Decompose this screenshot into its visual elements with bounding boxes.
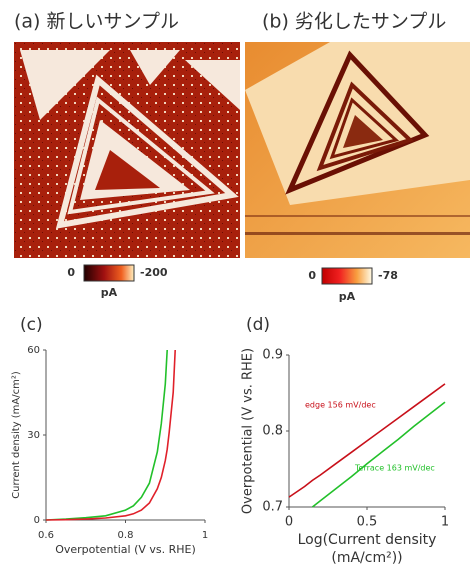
panel-label: (c) xyxy=(20,315,43,335)
annotation: edge 156 mV/dec xyxy=(305,401,376,410)
y-tick-label: 30 xyxy=(27,430,40,441)
panel-title: (b) 劣化したサンプル xyxy=(262,11,446,33)
afm-image-b xyxy=(245,42,470,258)
colorbar-label: 0 xyxy=(308,269,316,282)
colorbar-label: 0 xyxy=(67,266,75,279)
colorbar-unit: pA xyxy=(339,290,356,303)
x-axis-label: (mA/cm²)) xyxy=(331,550,402,565)
data-line xyxy=(46,350,167,520)
y-tick-label: 0 xyxy=(34,515,40,526)
figure: (a) 新しいサンプル (b) 劣化したサンプル 0 -200 pA 0 -78… xyxy=(0,0,474,565)
x-axis-label: Log(Current density xyxy=(298,532,437,548)
x-axis-label: Overpotential (V vs. RHE) xyxy=(55,543,196,556)
colorbar xyxy=(322,268,372,284)
x-tick-label: 0.6 xyxy=(38,530,54,541)
y-axis-label: Current density (mA/cm²) xyxy=(11,371,22,499)
panel-title: (a) 新しいサンプル xyxy=(14,11,179,33)
afm-image-a xyxy=(14,42,240,258)
colorbar-unit: pA xyxy=(101,286,118,299)
colorbar xyxy=(84,265,134,281)
x-tick-label: 0.8 xyxy=(118,530,134,541)
y-tick-label: 0.7 xyxy=(262,500,283,515)
data-line xyxy=(312,402,445,507)
colorbar-label: -78 xyxy=(378,269,398,282)
y-tick-label: 60 xyxy=(27,345,40,356)
annotation: Terrace 163 mV/dec xyxy=(354,464,435,473)
colorbar-label: -200 xyxy=(140,266,168,279)
x-tick-label: 1 xyxy=(441,515,449,530)
y-tick-label: 0.9 xyxy=(262,348,283,363)
x-tick-label: 0.5 xyxy=(357,515,378,530)
x-tick-label: 0 xyxy=(285,515,293,530)
data-line xyxy=(46,350,175,520)
y-axis-label: Overpotential (V vs. RHE) xyxy=(241,348,256,514)
panel-label: (d) xyxy=(246,315,270,335)
y-tick-label: 0.8 xyxy=(262,424,283,439)
x-tick-label: 1 xyxy=(202,530,208,541)
